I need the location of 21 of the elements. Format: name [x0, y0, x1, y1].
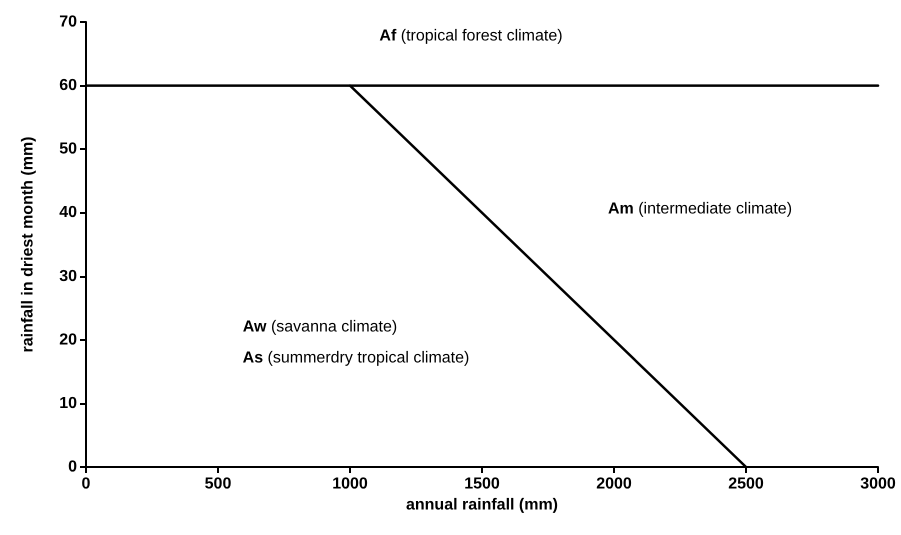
y-tick-label: 50	[59, 140, 78, 158]
y-tick-label: 60	[59, 77, 78, 94]
y-tick-label: 20	[59, 331, 78, 348]
annotation: Af (tropical forest climate)	[379, 28, 563, 44]
y-tick-label: 30	[59, 268, 78, 285]
x-tick-label: 1000	[332, 476, 368, 492]
x-tick-label: 2500	[728, 476, 764, 492]
x-tick-label: 2000	[596, 476, 632, 492]
annotation: Am (intermediate climate)	[608, 200, 792, 218]
y-tick-label: 10	[59, 394, 78, 412]
x-axis-title: annual rainfall (mm)	[406, 496, 558, 514]
y-tick-label: 0	[68, 458, 78, 476]
x-tick-label: 3000	[860, 476, 896, 492]
x-tick-label: 1500	[464, 476, 500, 492]
annotation: As (summerdry tropical climate)	[242, 350, 470, 366]
y-axis-title: rainfall in driest month (mm)	[20, 136, 36, 353]
y-tick-label: 40	[59, 204, 78, 222]
x-tick-label: 0	[82, 476, 91, 492]
annotation: Aw (savanna climate)	[242, 318, 398, 336]
y-tick-label: 70	[59, 14, 78, 30]
x-tick-label: 500	[204, 476, 232, 492]
